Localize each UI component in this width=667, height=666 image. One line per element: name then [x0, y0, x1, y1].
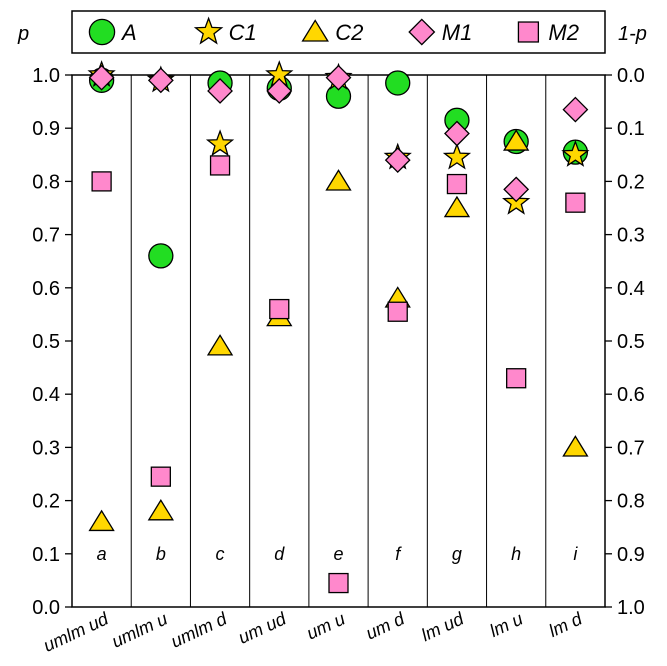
- y-tick-label-left: 0.6: [32, 278, 60, 300]
- point-m2-umlm-d: [209, 155, 231, 176]
- point-m1-umlm-u: [147, 67, 174, 94]
- category-label: umlm u: [109, 608, 171, 651]
- point-m2-um-d: [387, 301, 408, 322]
- category-label: um ud: [235, 608, 290, 648]
- y-tick-label-right: 0.4: [617, 278, 645, 300]
- point-c1-lm-d: [561, 139, 590, 167]
- point-c2-lm-u: [503, 129, 530, 151]
- category-label: um u: [303, 608, 348, 643]
- y-tick-label-left: 0.1: [32, 544, 60, 566]
- y-tick-label-left: 0.5: [32, 331, 60, 353]
- category-label: lm ud: [418, 608, 467, 645]
- y-tick-label-left: 0.7: [32, 225, 60, 247]
- panel-letter-c: c: [216, 544, 225, 564]
- point-m1-lm-ud: [444, 120, 470, 147]
- point-m2-umlm-u: [150, 466, 171, 487]
- y-axis-title-left: p: [17, 23, 29, 45]
- legend-box: [71, 10, 606, 54]
- point-m2-um-u: [328, 572, 349, 594]
- y-tick-label-right: 0.6: [617, 384, 645, 406]
- legend-label-a: A: [120, 20, 137, 45]
- y-tick-label-left: 0.3: [32, 437, 60, 459]
- legend-label-m1: M1: [442, 20, 473, 45]
- y-tick-label-left: 0.2: [32, 491, 60, 513]
- legend-label-c2: C2: [335, 20, 363, 45]
- y-tick-label-left: 0.8: [32, 171, 60, 193]
- plot-area: 0.0 1.0 0.1 0.9 0.2 0.8 0.3 0.7 0.4 0.6 0.5 0.5 0.6 0…: [32, 60, 645, 656]
- y-tick-label-left: 0.0: [32, 597, 60, 619]
- legend-label-m2: M2: [548, 20, 579, 45]
- category-label: lm u: [487, 608, 526, 641]
- point-m1-um-u: [325, 64, 352, 91]
- point-m1-um-d: [384, 147, 411, 174]
- panel-letter-h: h: [511, 544, 521, 564]
- y-tick-label-right: 0.1: [617, 118, 645, 140]
- category-label: um d: [363, 608, 409, 643]
- point-m2-lm-d: [565, 192, 586, 213]
- panel-letter-i: i: [573, 544, 578, 564]
- y-tick-label-right: 1.0: [617, 597, 645, 619]
- y-tick-label-left: 0.4: [32, 384, 60, 406]
- y-axis-title-right: 1-p: [618, 23, 647, 45]
- legend-label-c1: C1: [229, 20, 257, 45]
- y-tick-label-right: 0.3: [617, 225, 645, 247]
- y-tick-label-right: 0.7: [617, 437, 645, 459]
- panel-letter-e: e: [333, 544, 343, 564]
- point-c2-umlm-d: [206, 334, 234, 356]
- legend-marker-m1: [408, 18, 436, 46]
- point-m1-umlm-ud: [88, 64, 115, 91]
- legend-marker-a: [88, 18, 116, 46]
- plot-frame: [71, 74, 606, 608]
- panel-letter-a: a: [97, 544, 107, 564]
- point-m2-lm-ud: [446, 173, 468, 195]
- legend-marker-m2: [517, 21, 540, 43]
- y-tick-label-right: 0.2: [617, 171, 645, 193]
- point-m2-um-ud: [269, 298, 290, 320]
- panel-letter-b: b: [156, 544, 166, 564]
- point-m2-umlm-ud: [91, 171, 112, 192]
- legend-marker-c2: [301, 19, 329, 42]
- point-c2-lm-d: [562, 435, 589, 457]
- point-c2-um-u: [325, 169, 352, 191]
- point-a-umlm-u: [148, 243, 174, 269]
- point-c1-umlm-d: [205, 129, 235, 157]
- y-tick-label-left: 0.9: [32, 118, 60, 140]
- category-label: umlm d: [168, 608, 231, 651]
- category-label: lm d: [546, 608, 586, 641]
- y-tick-label-right: 0.0: [617, 65, 645, 87]
- point-c2-lm-ud: [443, 195, 471, 218]
- point-m1-umlm-d: [207, 78, 233, 104]
- y-tick-label-left: 1.0: [32, 65, 60, 87]
- legend: A C1 C2 M1 M2: [71, 10, 606, 54]
- panel-letter-g: g: [452, 544, 462, 564]
- panel-letter-d: d: [274, 544, 285, 564]
- point-c1-lm-ud: [442, 142, 472, 170]
- legend-marker-c1: [193, 16, 224, 45]
- point-c2-umlm-u: [147, 498, 174, 521]
- point-m1-um-ud: [266, 78, 293, 104]
- point-m2-lm-u: [506, 368, 527, 389]
- point-m1-lm-d: [562, 96, 589, 123]
- panel-letter-f: f: [395, 544, 402, 564]
- point-m1-lm-u: [503, 176, 530, 203]
- y-tick-label-right: 0.5: [617, 331, 645, 353]
- point-c2-umlm-ud: [88, 509, 115, 532]
- y-tick-label-right: 0.8: [617, 491, 645, 513]
- point-a-um-d: [385, 70, 411, 96]
- y-tick-label-right: 0.9: [617, 544, 645, 566]
